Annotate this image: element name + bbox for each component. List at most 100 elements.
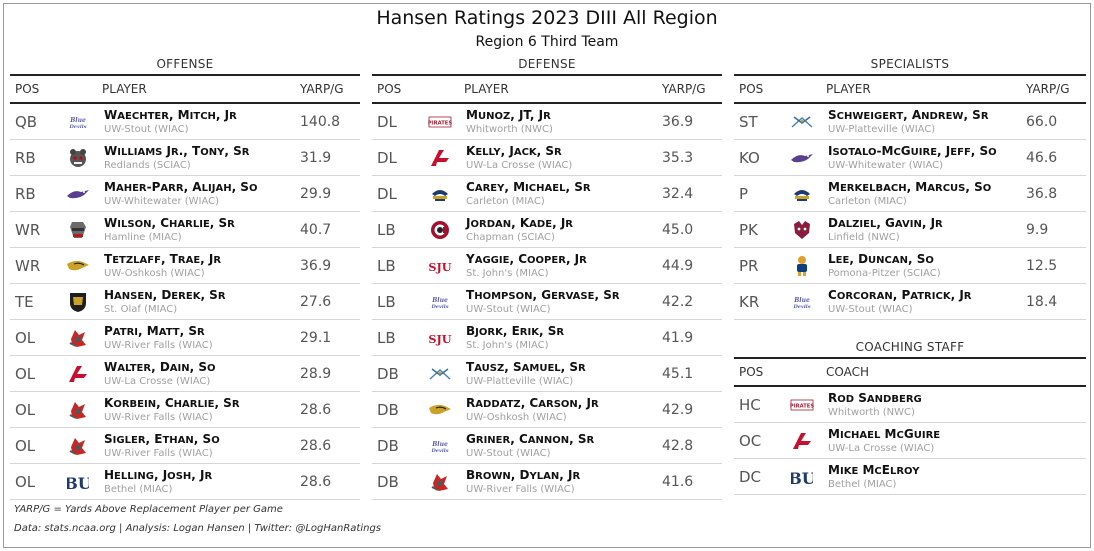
player-team: Bethel (MIAC) — [828, 478, 897, 490]
header-value: YARP/G — [662, 82, 706, 96]
player-cell: TAUSZ, SAMUEL, SR UW-Platteville (WIAC) — [464, 360, 662, 388]
player-name: PATRI, MATT, SR — [104, 323, 205, 338]
carleton-logo — [428, 183, 452, 205]
player-team: UW-Whitewater (WIAC) — [828, 159, 944, 171]
graphic-frame — [3, 3, 1091, 548]
bethel-logo: BU — [66, 471, 90, 493]
player-name: ROD SANDBERG — [828, 390, 922, 405]
player-cell: THOMPSON, GERVASE, SR UW-Stout (WIAC) — [464, 288, 662, 316]
svg-text:SJU: SJU — [428, 259, 451, 273]
yarp-value: 31.9 — [300, 149, 332, 166]
player-team: Redlands (SCIAC) — [104, 159, 191, 171]
team-logo-cell — [54, 183, 102, 205]
player-team: UW-Platteville (WIAC) — [466, 375, 574, 387]
yarp-value: 44.9 — [662, 257, 694, 274]
player-cell: JORDAN, KADE, JR Chapman (SCIAC) — [464, 216, 662, 244]
section-heading: OFFENSE — [156, 57, 214, 71]
player-cell: TETZLAFF, TRAE, JR UW-Oshkosh (WIAC) — [102, 252, 300, 280]
team-logo-cell — [778, 219, 826, 241]
table-row: OL PATRI, MATT, SR UW-River Falls (WIAC) 29… — [10, 320, 360, 356]
team-logo-cell: Blue Devils — [416, 291, 464, 313]
player-team: UW-Stout (WIAC) — [828, 303, 913, 315]
player-cell: ROD SANDBERG Whitworth (NWC) — [826, 391, 1086, 419]
yarp-value: 12.5 — [1026, 257, 1058, 274]
player-team: Carleton (MIAC) — [828, 195, 907, 207]
team-logo-cell — [416, 183, 464, 205]
platteville-logo — [790, 111, 814, 133]
section-rule — [372, 74, 722, 76]
position-cell: OC — [739, 431, 762, 450]
table-row: DB TAUSZ, SAMUEL, SR UW-Platteville (WIAC)… — [372, 356, 722, 392]
player-name: MICHAEL MCGUIRE — [828, 426, 941, 441]
table-row: OL KORBEIN, CHARLIE, SR UW-River Falls (WI… — [10, 392, 360, 428]
position-cell: LB — [377, 292, 396, 311]
player-name: MAHER-PARR, ALIJAH, SO — [104, 179, 258, 194]
team-logo-cell: PIRATES — [416, 111, 464, 133]
yarp-value: 42.2 — [662, 293, 694, 310]
position-cell: HC — [739, 395, 761, 414]
position-cell: DB — [377, 436, 399, 455]
position-cell: WR — [15, 256, 41, 275]
table-row: DL KELLY, JACK, SR UW-La Crosse (WIAC) 35.3 — [372, 140, 722, 176]
svg-text:PIRATES: PIRATES — [428, 120, 452, 126]
player-team: UW-Stout (WIAC) — [466, 447, 551, 459]
footnote-definition: YARP/G = Yards Above Replacement Player … — [14, 504, 283, 515]
table-header: POS PLAYER YARP/G — [10, 76, 360, 104]
position-cell: ST — [739, 112, 758, 131]
table-row: LB Blue Devils THOMPSON, GERVASE, SR UW-Stou… — [372, 284, 722, 320]
player-team: UW-River Falls (WIAC) — [104, 339, 213, 351]
team-logo-cell — [778, 111, 826, 133]
player-name: RADDATZ, CARSON, JR — [466, 395, 599, 410]
yarp-value: 29.9 — [300, 185, 332, 202]
table-row: WR TETZLAFF, TRAE, JR UW-Oshkosh (WIAC) 36.… — [10, 248, 360, 284]
coaching-staff-section: COACHING STAFF POS COACH HC PIRATES ROD SANDB… — [734, 337, 1086, 495]
svg-text:SJU: SJU — [428, 331, 451, 345]
player-team: Bethel (MIAC) — [104, 483, 173, 495]
player-team: Carleton (MIAC) — [466, 195, 545, 207]
player-cell: PATRI, MATT, SR UW-River Falls (WIAC) — [102, 324, 300, 352]
yarp-value: 27.6 — [300, 293, 332, 310]
player-name: BJORK, ERIK, SR — [466, 323, 565, 338]
riverfalls-logo — [66, 399, 90, 421]
player-cell: BROWN, DYLAN, JR UW-River Falls (WIAC) — [464, 468, 662, 496]
player-cell: LEE, DUNCAN, SO Pomona-Pitzer (SCIAC) — [826, 252, 1026, 280]
yarp-value: 35.3 — [662, 149, 694, 166]
position-cell: LB — [377, 256, 396, 275]
table-row: LB SJU BJORK, ERIK, SR St. John's (MIAC) 41.… — [372, 320, 722, 356]
position-cell: DB — [377, 472, 399, 491]
svg-text:Devils: Devils — [430, 304, 448, 310]
pomona-logo — [790, 255, 814, 277]
table-row: KO ISOTALO-MCGUIRE, JEFF, SO UW-Whitewater… — [734, 140, 1086, 176]
player-name: SCHWEIGERT, ANDREW, SR — [828, 107, 989, 122]
position-cell: OL — [15, 436, 36, 455]
table-row: TE HANSEN, DEREK, SR St. Olaf (MIAC) 27.6 — [10, 284, 360, 320]
riverfalls-logo — [66, 327, 90, 349]
player-cell: WILLIAMS JR., TONY, SR Redlands (SCIAC) — [102, 144, 300, 172]
player-team: UW-Oshkosh (WIAC) — [466, 411, 567, 423]
header-player: PLAYER — [826, 82, 871, 96]
sju-logo: SJU — [428, 327, 452, 349]
yarp-value: 36.9 — [300, 257, 332, 274]
redlands-logo — [66, 147, 90, 169]
table-header: POS COACH — [734, 359, 1086, 387]
stout-logo: Blue Devils — [428, 435, 452, 457]
team-logo-cell: SJU — [416, 255, 464, 277]
team-logo-cell — [54, 327, 102, 349]
yarp-value: 36.8 — [1026, 185, 1058, 202]
yarp-value: 29.1 — [300, 329, 332, 346]
svg-text:BU: BU — [67, 474, 89, 492]
table-row: OC MICHAEL MCGUIRE UW-La Crosse (WIAC) — [734, 423, 1086, 459]
footnote-source: Data: stats.ncaa.org | Analysis: Logan H… — [14, 523, 382, 534]
player-team: UW-La Crosse (WIAC) — [104, 375, 211, 387]
section-rule — [734, 357, 1086, 359]
player-team: Whitworth (NWC) — [466, 123, 553, 135]
table-row: ST SCHWEIGERT, ANDREW, SR UW-Platteville (… — [734, 104, 1086, 140]
page-subtitle: Region 6 Third Team — [475, 34, 619, 50]
player-team: UW-La Crosse (WIAC) — [466, 159, 573, 171]
yarp-value: 45.0 — [662, 221, 694, 238]
team-logo-cell — [54, 399, 102, 421]
player-name: ISOTALO-MCGUIRE, JEFF, SO — [828, 143, 997, 158]
player-team: UW-River Falls (WIAC) — [466, 483, 575, 495]
player-name: CAREY, MICHAEL, SR — [466, 179, 591, 194]
position-cell: KR — [739, 292, 760, 311]
